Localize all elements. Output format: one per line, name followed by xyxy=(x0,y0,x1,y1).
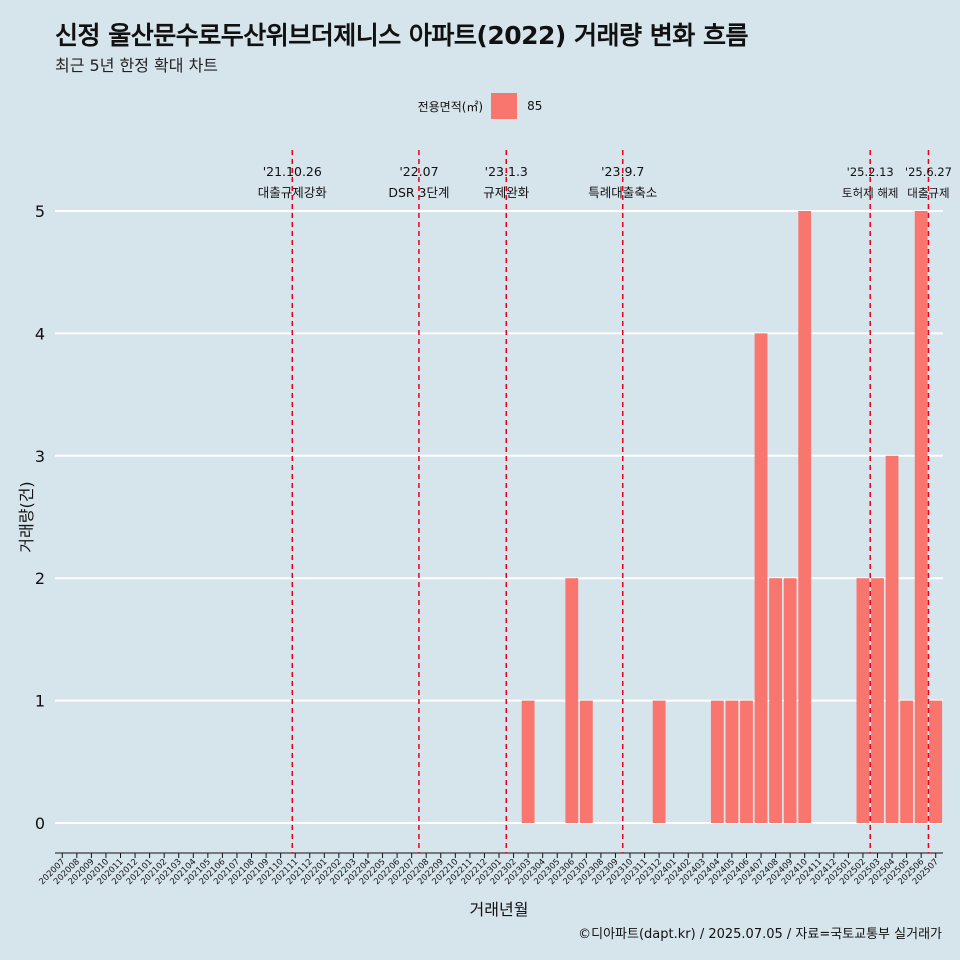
bar xyxy=(565,578,579,823)
bar xyxy=(579,700,593,823)
bar xyxy=(710,700,724,823)
bar xyxy=(725,700,739,823)
caption: ©디아파트(dapt.kr) / 2025.07.05 / 자료=국토교통부 실… xyxy=(578,927,942,942)
bar xyxy=(652,700,666,823)
event-date-label: '23.9.7 xyxy=(601,164,644,179)
event-date-label: '22.07 xyxy=(399,164,438,179)
y-tick-label: 1 xyxy=(35,692,45,711)
bar xyxy=(929,700,943,823)
bar xyxy=(740,700,753,823)
event-date-label: '21.10.26 xyxy=(263,164,322,179)
event-name-label: 규제완화 xyxy=(483,185,530,200)
legend-title: 전용면적(㎡) xyxy=(417,99,484,114)
bar xyxy=(856,578,870,823)
event-date-label: '23.1.3 xyxy=(485,164,528,179)
y-tick-label: 2 xyxy=(35,569,45,588)
y-tick-label: 3 xyxy=(35,447,45,466)
bar xyxy=(754,333,768,823)
y-tick-label: 4 xyxy=(35,324,45,343)
bar xyxy=(871,578,884,823)
bar xyxy=(900,700,914,823)
page-title: 신정 울산문수로두산위브더제니스 아파트(2022) 거래량 변화 흐름 xyxy=(55,21,748,50)
event-date-label: '25.2.13 xyxy=(847,165,894,179)
y-axis-title: 거래량(건) xyxy=(17,481,36,552)
legend: 전용면적(㎡) 85 xyxy=(0,93,960,119)
bar xyxy=(521,700,535,823)
event-name-label: 토허제 해제 xyxy=(842,186,899,200)
x-axis-title: 거래년월 xyxy=(470,900,529,919)
bar xyxy=(783,578,797,823)
legend-label: 85 xyxy=(527,99,543,113)
page-subtitle: 최근 5년 한정 확대 차트 xyxy=(55,56,219,75)
event-name-label: DSR 3단계 xyxy=(388,185,449,200)
event-name-label: 대출규제 xyxy=(907,186,949,200)
bar xyxy=(769,578,782,823)
bar xyxy=(885,455,899,823)
event-date-label: '25.6.27 xyxy=(905,165,952,179)
bar xyxy=(798,211,812,823)
bar xyxy=(914,211,928,823)
y-tick-label: 0 xyxy=(35,814,45,833)
event-name-label: 대출규제강화 xyxy=(258,185,328,200)
y-tick-label: 5 xyxy=(35,202,45,221)
event-name-label: 특례대출축소 xyxy=(588,185,657,200)
legend-swatch xyxy=(491,93,518,119)
